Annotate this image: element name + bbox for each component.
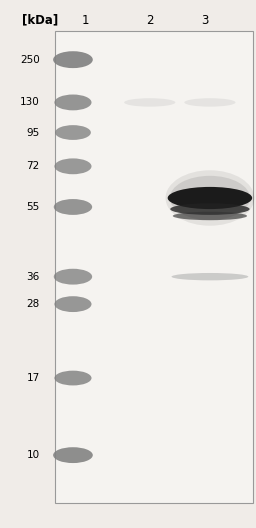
Ellipse shape xyxy=(53,51,93,68)
Text: 72: 72 xyxy=(26,162,40,171)
Text: 1: 1 xyxy=(82,14,90,26)
Ellipse shape xyxy=(170,176,250,220)
Text: 2: 2 xyxy=(146,14,154,26)
Text: 10: 10 xyxy=(27,450,40,460)
Ellipse shape xyxy=(168,187,252,209)
Ellipse shape xyxy=(170,203,250,215)
Ellipse shape xyxy=(54,296,92,312)
Ellipse shape xyxy=(54,95,92,110)
Ellipse shape xyxy=(54,199,92,215)
Ellipse shape xyxy=(166,170,254,226)
Ellipse shape xyxy=(54,371,92,385)
Text: 17: 17 xyxy=(26,373,40,383)
Ellipse shape xyxy=(124,98,175,107)
Text: 130: 130 xyxy=(20,98,40,107)
Ellipse shape xyxy=(184,98,236,107)
Bar xyxy=(55,31,253,503)
Text: 250: 250 xyxy=(20,55,40,64)
Text: 28: 28 xyxy=(26,299,40,309)
Text: 3: 3 xyxy=(201,14,208,26)
Text: 36: 36 xyxy=(26,272,40,281)
Text: 95: 95 xyxy=(26,128,40,137)
Ellipse shape xyxy=(55,125,91,140)
Ellipse shape xyxy=(53,447,93,463)
Ellipse shape xyxy=(173,212,247,220)
Ellipse shape xyxy=(172,273,248,280)
Text: [kDa]: [kDa] xyxy=(22,14,58,26)
Text: 55: 55 xyxy=(26,202,40,212)
Ellipse shape xyxy=(54,269,92,285)
Ellipse shape xyxy=(54,158,92,174)
